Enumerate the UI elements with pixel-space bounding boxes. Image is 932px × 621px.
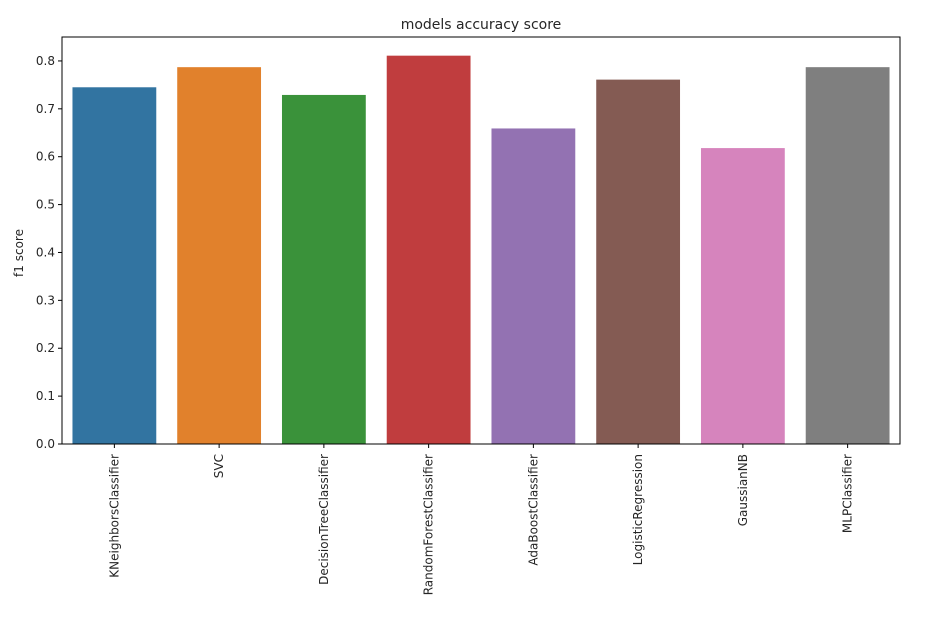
bar-SVC: [177, 67, 262, 445]
y-tick-label: 0.5: [36, 198, 55, 212]
y-tick-label: 0.0: [36, 437, 55, 451]
x-axis-ticks: KNeighborsClassifier SVC DecisionTreeClass…: [107, 444, 855, 595]
bar-LogisticRegression: [596, 79, 681, 445]
x-tick-label: KNeighborsClassifier: [107, 454, 121, 578]
bars-group: [72, 55, 890, 445]
y-tick-label: 0.8: [36, 54, 55, 68]
y-tick-label: 0.7: [36, 102, 55, 116]
x-tick-label: GaussianNB: [736, 454, 750, 526]
y-tick-label: 0.4: [36, 245, 55, 259]
y-tick-label: 0.3: [36, 293, 55, 307]
y-tick-label: 0.1: [36, 389, 55, 403]
y-tick-label: 0.2: [36, 341, 55, 355]
bar-DecisionTreeClassifier: [281, 94, 366, 444]
bar-AdaBoostClassifier: [491, 128, 576, 444]
y-axis-ticks: 0.0 0.1 0.2 0.3 0.4 0.5 0.6 0.7 0.8: [36, 54, 62, 451]
x-tick-label: LogisticRegression: [631, 454, 645, 565]
x-tick-label: RandomForestClassifier: [422, 454, 436, 595]
y-axis-label: f1 score: [12, 229, 26, 277]
plot-area-frame: [61, 36, 901, 445]
x-tick-label: SVC: [212, 454, 226, 478]
bar-GaussianNB: [700, 148, 785, 444]
y-tick-label: 0.6: [36, 150, 55, 164]
x-tick-label: MLPClassifier: [841, 454, 855, 533]
bar-KNeighborsClassifier: [72, 87, 157, 444]
x-tick-label: AdaBoostClassifier: [526, 454, 540, 566]
bar-MLPClassifier: [805, 67, 890, 445]
bar-RandomForestClassifier: [386, 55, 471, 445]
x-tick-label: DecisionTreeClassifier: [317, 454, 331, 585]
chart-title: models accuracy score: [401, 17, 562, 33]
